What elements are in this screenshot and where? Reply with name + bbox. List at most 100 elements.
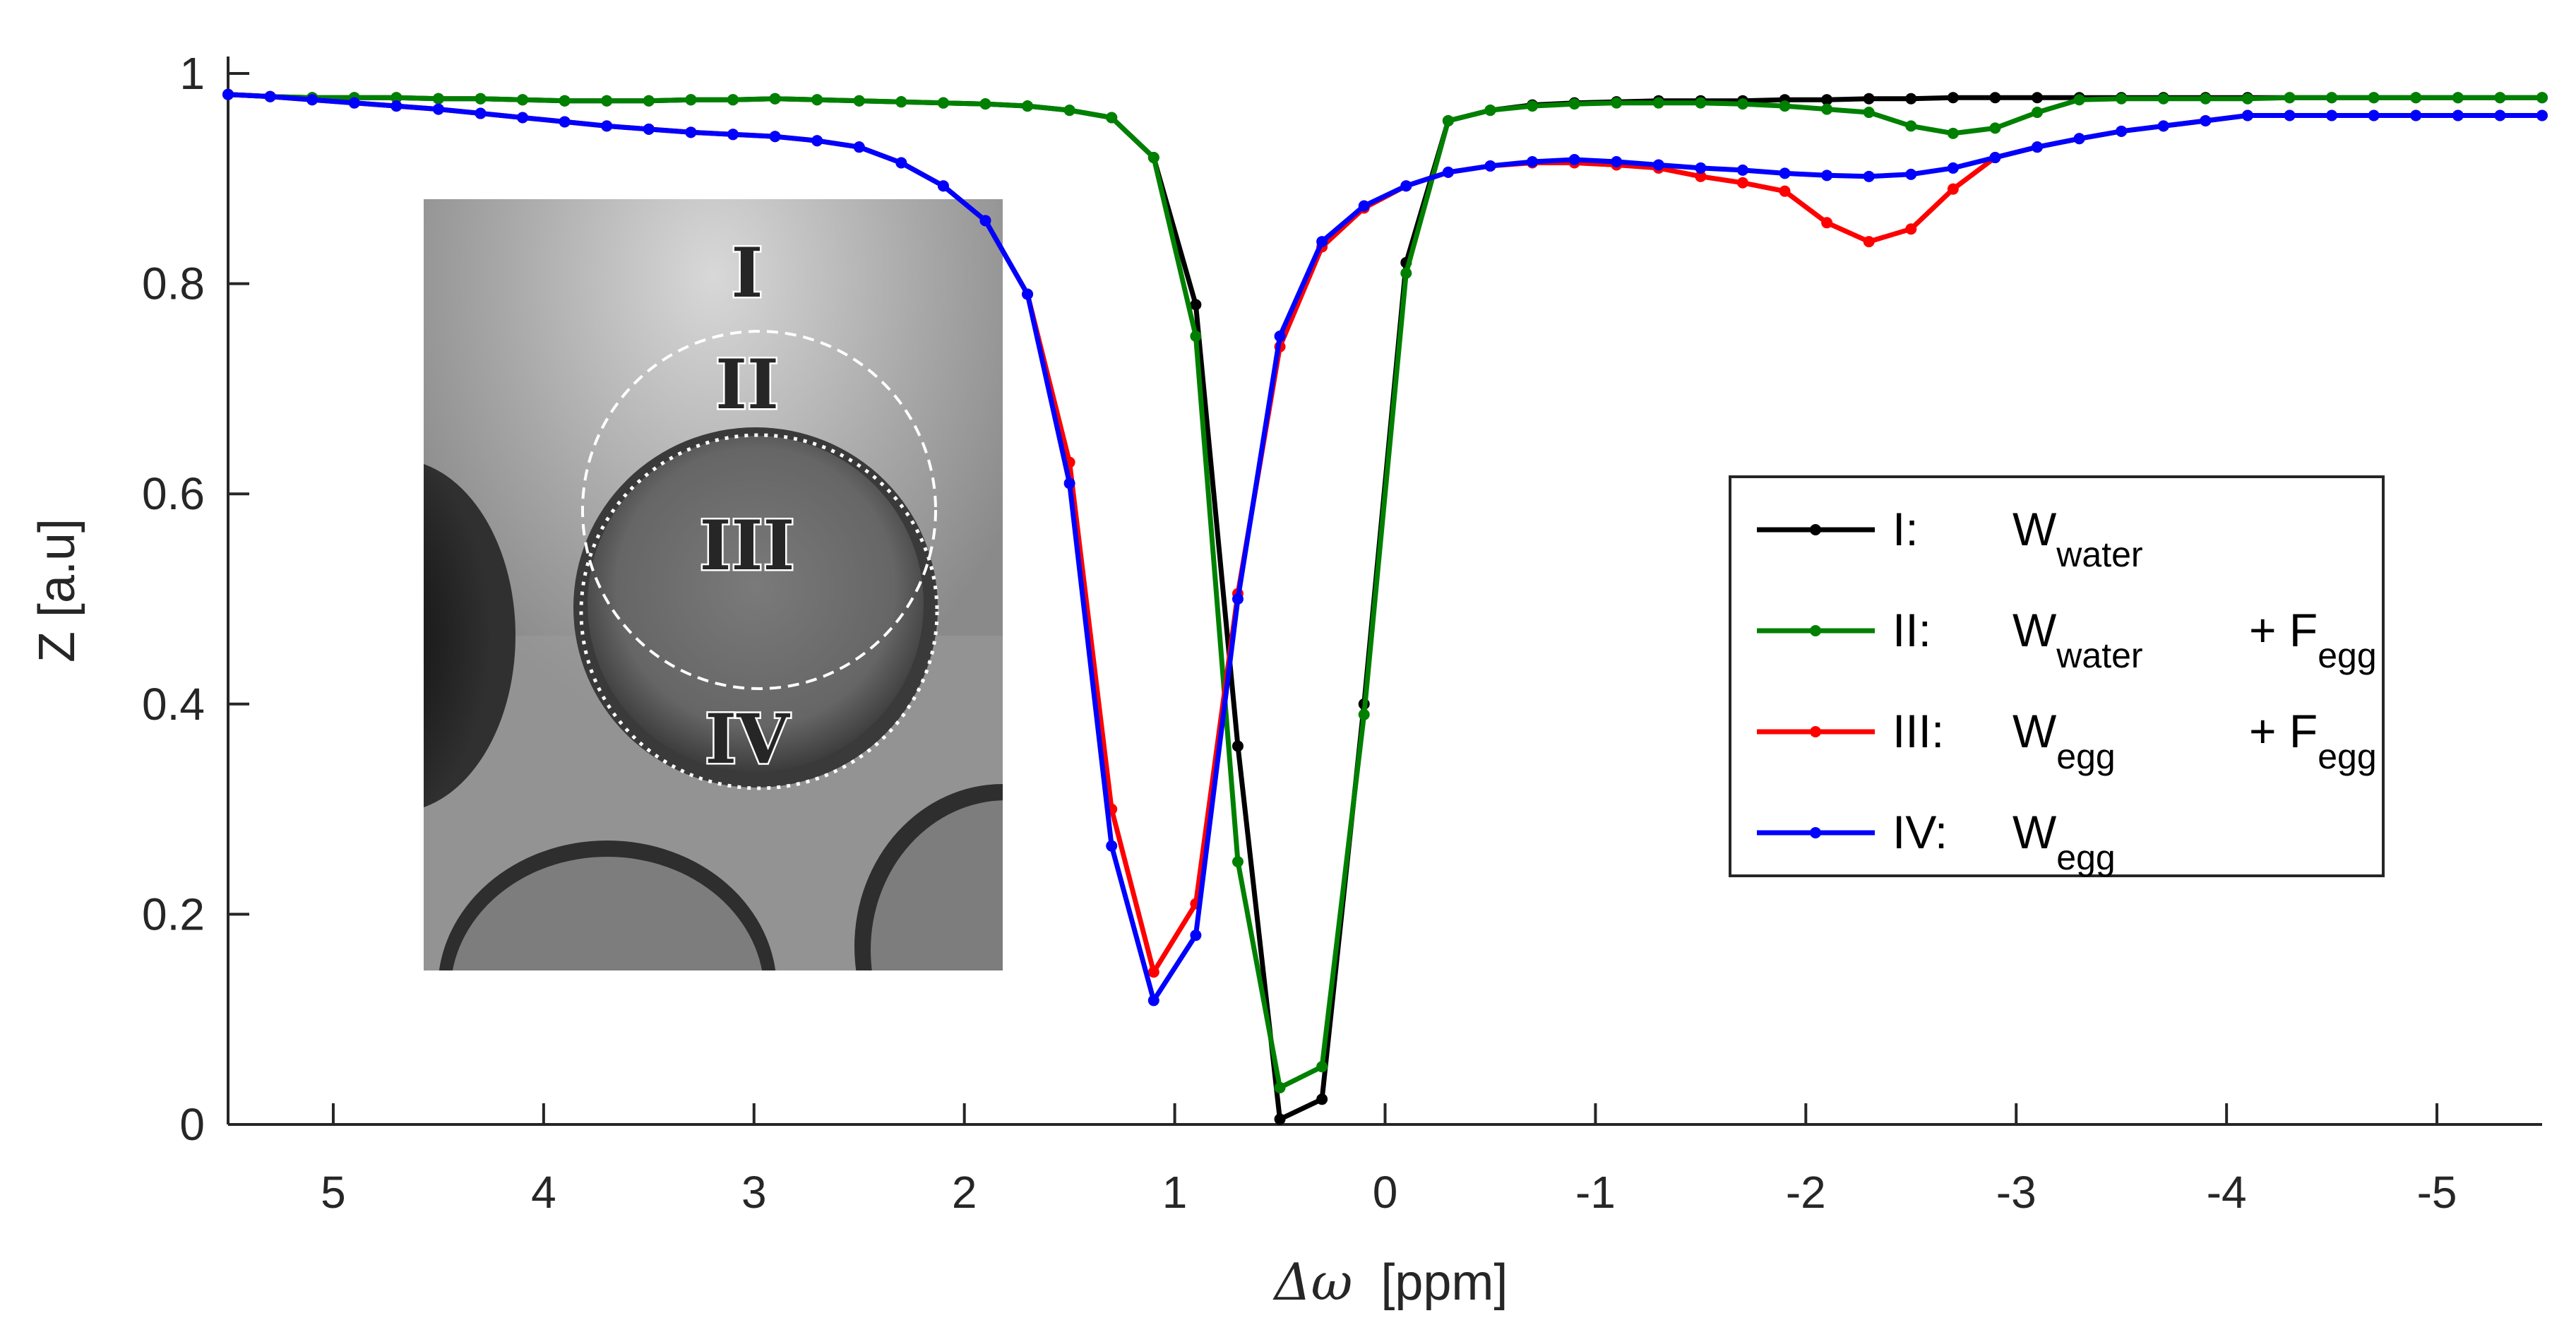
data-point [2116, 93, 2128, 105]
x-axis-label-unit: [ppm] [1381, 1254, 1508, 1311]
data-point [1022, 288, 1034, 300]
data-point [727, 129, 739, 141]
data-point [1652, 159, 1664, 171]
data-point [2200, 93, 2212, 105]
data-point [348, 97, 360, 109]
data-point [2157, 93, 2169, 105]
data-point [2368, 109, 2380, 121]
data-point [1568, 154, 1580, 166]
legend-item-1: I: Wwater [1757, 503, 2143, 574]
y-ticks: 0 0.2 0.4 0.6 0.8 1 [142, 48, 249, 1150]
data-point [1232, 740, 1244, 752]
data-point [1106, 112, 1118, 124]
data-point [727, 94, 739, 106]
data-point [1821, 170, 1833, 182]
data-point [1274, 331, 1286, 342]
data-point [1905, 168, 1917, 180]
legend-label-sub2: egg [2318, 737, 2376, 776]
x-axis-label-symbol: Δω [1272, 1252, 1353, 1312]
data-point [2032, 92, 2044, 104]
data-point [1863, 93, 1875, 105]
data-point [1232, 856, 1244, 867]
data-point [1527, 100, 1539, 112]
x-tick-label: -4 [2207, 1167, 2247, 1218]
inset-phantom [588, 436, 924, 772]
series-4 [222, 88, 2548, 1006]
data-point [769, 131, 781, 143]
data-point [1274, 1081, 1286, 1093]
data-point [1190, 299, 1202, 311]
data-point [1652, 97, 1664, 109]
data-point [1779, 100, 1791, 112]
legend-label-sub: egg [2056, 838, 2115, 877]
data-point [390, 100, 402, 112]
data-point [1611, 97, 1623, 109]
data-point [601, 95, 613, 107]
region-label-i: I [732, 233, 763, 313]
data-point [2368, 92, 2380, 104]
legend-label: Wegg [2012, 806, 2116, 877]
data-point [2073, 133, 2085, 145]
legend-label-sub: water [2056, 636, 2142, 675]
data-point [1232, 593, 1244, 605]
region-label-iii: III [700, 506, 795, 586]
legend-label: Wwater + Fegg [2012, 604, 2377, 675]
data-point [1736, 98, 1748, 110]
data-point [517, 94, 529, 106]
data-point [685, 126, 697, 138]
x-tick-label: -3 [1996, 1167, 2037, 1218]
data-point [1022, 100, 1034, 112]
legend-roman: II: [1892, 604, 1931, 656]
data-point [2410, 92, 2422, 104]
y-tick-label: 0.2 [142, 889, 205, 939]
legend-label-main: W [2012, 503, 2057, 555]
x-tick-label: 1 [1162, 1167, 1188, 1218]
data-point [979, 215, 991, 227]
data-point [475, 107, 487, 119]
series-layer [222, 88, 2548, 1125]
data-point [390, 92, 402, 104]
inset-left-dark-region [424, 464, 515, 807]
data-point [1821, 217, 1833, 229]
data-point [2241, 93, 2253, 105]
series-2 [222, 88, 2548, 1093]
data-point [2032, 141, 2044, 153]
data-point [2494, 109, 2506, 121]
data-point [979, 98, 991, 110]
data-point [2326, 109, 2338, 121]
data-point [1947, 92, 1959, 104]
x-axis-label: Δω [ppm] [1272, 1252, 1508, 1312]
data-point [1400, 180, 1412, 192]
x-tick-label: -5 [2417, 1167, 2457, 1218]
data-point [643, 95, 655, 107]
data-point [895, 96, 907, 108]
data-point [937, 97, 949, 109]
data-point [475, 93, 487, 105]
legend-label-sub2: egg [2318, 636, 2376, 675]
data-point [1695, 162, 1707, 174]
x-ticks: 5 4 3 2 1 0 -1 -2 -3 -4 -5 [321, 1103, 2457, 1218]
y-tick-label: 0.4 [142, 679, 205, 730]
data-point [2452, 92, 2464, 104]
x-tick-label: 0 [1373, 1167, 1398, 1218]
data-point [1063, 105, 1075, 117]
data-point [811, 135, 823, 147]
data-point [1147, 994, 1159, 1006]
data-point [1527, 155, 1539, 167]
data-point [1190, 331, 1202, 342]
data-point [1442, 166, 1454, 178]
region-label-ii: II [715, 345, 779, 424]
data-point [1484, 105, 1496, 117]
data-point [1442, 114, 1454, 126]
axes: 5 4 3 2 1 0 -1 -2 -3 -4 -5 0 0.2 0.4 0.6 0.8 1 [142, 48, 2542, 1218]
data-point [2073, 94, 2085, 106]
series-line [227, 92, 2542, 1091]
legend-item-4: IV: Wegg [1757, 806, 2116, 877]
data-point [853, 95, 865, 107]
data-point [1316, 1061, 1328, 1073]
legend-label-plus: + F [2249, 604, 2318, 656]
data-point [1484, 160, 1496, 172]
legend-roman: III: [1892, 705, 1944, 757]
x-tick-label: 5 [321, 1167, 346, 1218]
